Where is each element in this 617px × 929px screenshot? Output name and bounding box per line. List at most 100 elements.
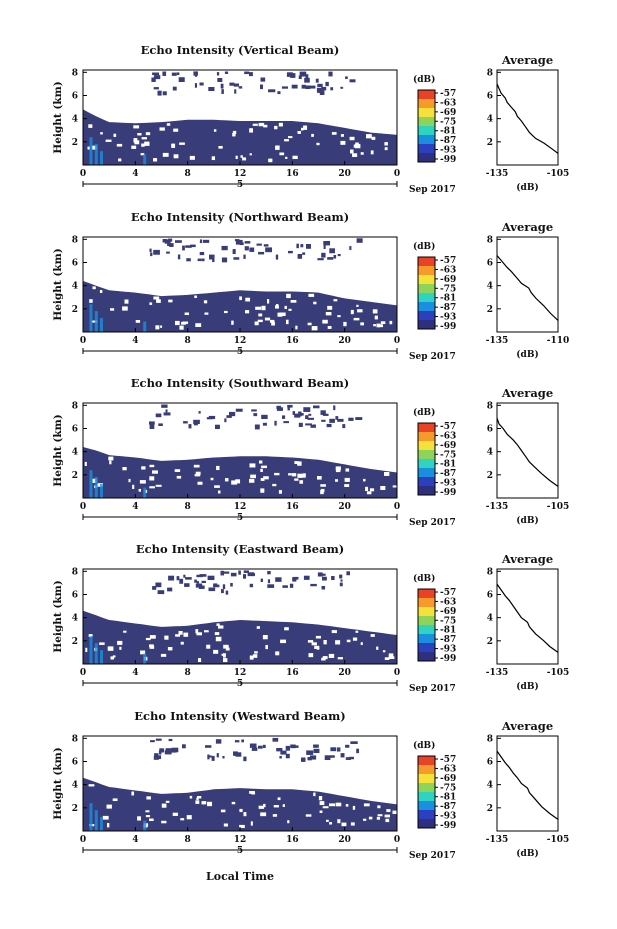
profile-x-tick-label: -135 xyxy=(486,336,509,346)
profile-y-tick-label: 8 xyxy=(487,567,493,577)
upper-echo-speckle xyxy=(221,245,228,251)
upper-echo-speckle xyxy=(340,753,345,758)
colorbar-segment xyxy=(418,441,435,451)
echo-gap xyxy=(363,818,367,821)
profile-y-tick-label: 4 xyxy=(487,115,493,125)
colorbar-segment xyxy=(418,320,435,330)
panel-3: Echo Intensity (Southward Beam) 2 4 6 8 Heigh… xyxy=(52,376,569,528)
upper-echo-speckle xyxy=(244,71,250,75)
echo-gap xyxy=(198,658,202,663)
echo-gap xyxy=(280,639,287,644)
echo-gap xyxy=(349,136,355,141)
echo-gap xyxy=(91,320,98,323)
echo-gap xyxy=(366,134,372,139)
colorbar-segment xyxy=(418,607,435,617)
profile-y-tick-label: 4 xyxy=(487,448,493,458)
upper-echo-speckle xyxy=(276,407,283,411)
echo-gap xyxy=(87,146,90,150)
echo-gap xyxy=(145,810,150,813)
upper-echo-speckle xyxy=(345,76,348,79)
colorbar-tick-label: -93 xyxy=(440,479,456,489)
upper-echo-speckle xyxy=(162,71,167,76)
profile-y-tick-label: 2 xyxy=(487,305,493,315)
echo-gap xyxy=(252,654,258,658)
colorbar-tick-label: -75 xyxy=(440,450,456,460)
upper-echo-speckle xyxy=(307,757,312,761)
echo-gap xyxy=(273,805,279,808)
day-label: 5 xyxy=(237,513,243,523)
echo-gap xyxy=(317,476,322,480)
upper-echo-speckle xyxy=(313,748,320,754)
echo-gap xyxy=(354,143,361,149)
profile-title: Average xyxy=(501,220,553,234)
upper-echo-speckle xyxy=(339,574,343,579)
echo-gap xyxy=(285,156,288,159)
upper-echo-speckle xyxy=(298,75,302,80)
echo-gap xyxy=(344,484,350,487)
echo-gap xyxy=(261,465,267,469)
upper-echo-speckle xyxy=(262,422,267,426)
strong-echo-streak xyxy=(143,487,147,498)
colorbar-segment xyxy=(418,486,435,496)
echo-gap xyxy=(314,645,320,649)
echo-gap xyxy=(272,814,278,817)
echo-gap xyxy=(321,657,326,661)
upper-echo-speckle xyxy=(294,413,301,418)
upper-echo-speckle xyxy=(215,739,222,744)
colorbar-unit: (dB) xyxy=(413,407,435,418)
upper-echo-speckle xyxy=(186,258,191,262)
upper-echo-speckle xyxy=(321,419,326,422)
upper-echo-speckle xyxy=(235,408,243,412)
profile-x-tick-label: -105 xyxy=(547,668,570,678)
colorbar-tick-label: -69 xyxy=(440,108,456,118)
colorbar-tick-label: -93 xyxy=(440,812,456,822)
profile-title: Average xyxy=(501,719,553,733)
echo-gap xyxy=(218,625,224,629)
echo-gap xyxy=(144,141,150,146)
echo-gap xyxy=(137,133,142,136)
upper-echo-speckle xyxy=(307,417,314,420)
upper-echo-speckle xyxy=(348,417,354,421)
x-tick-label: 4 xyxy=(132,668,138,678)
echo-gap xyxy=(107,646,114,651)
echo-gap xyxy=(335,479,339,482)
colorbar-segment xyxy=(418,275,435,285)
upper-echo-speckle xyxy=(171,747,179,753)
colorbar-segment xyxy=(418,468,435,478)
upper-echo-speckle xyxy=(276,748,283,752)
colorbar-tick-label: -57 xyxy=(440,588,456,598)
echo-gap xyxy=(140,153,145,156)
upper-echo-speckle xyxy=(152,72,160,76)
y-axis-label: Height (km) xyxy=(52,248,64,320)
echo-gap xyxy=(119,646,122,650)
colorbar-segment xyxy=(418,284,435,294)
upper-echo-speckle xyxy=(333,405,336,411)
upper-echo-speckle xyxy=(234,740,240,743)
echo-gap xyxy=(357,309,363,313)
echo-gap xyxy=(186,815,192,820)
upper-echo-speckle xyxy=(345,744,350,748)
upper-echo-speckle xyxy=(317,83,323,88)
echo-gap xyxy=(274,472,280,476)
echo-gap xyxy=(311,133,314,137)
x-tick-label: 0 xyxy=(80,668,86,678)
echo-gap xyxy=(211,156,215,161)
colorbar-unit: (dB) xyxy=(413,573,435,584)
colorbar-segment xyxy=(418,765,435,775)
echo-gap xyxy=(88,124,93,128)
colorbar-segment xyxy=(418,477,435,487)
strong-echo-streak xyxy=(143,820,147,831)
colorbar-tick-label: -75 xyxy=(440,117,456,127)
echo-gap xyxy=(376,646,379,650)
x-tick-label: 0 xyxy=(80,336,86,346)
echo-gap xyxy=(249,463,256,468)
strong-echo-streak xyxy=(100,650,103,664)
profile-x-tick-label: -110 xyxy=(547,336,570,346)
upper-echo-speckle xyxy=(310,424,316,428)
upper-echo-speckle xyxy=(250,573,255,577)
upper-echo-speckle xyxy=(176,72,180,76)
echo-gap xyxy=(388,656,395,660)
upper-echo-speckle xyxy=(291,84,298,89)
panel-1: Echo Intensity (Vertical Beam) 2 4 6 8 Height… xyxy=(52,43,569,195)
upper-echo-speckle xyxy=(261,414,268,419)
